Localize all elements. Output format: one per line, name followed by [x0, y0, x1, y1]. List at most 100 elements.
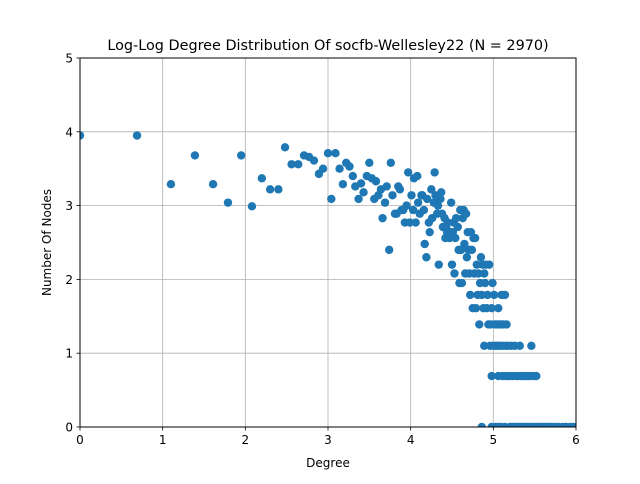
data-point	[488, 278, 497, 288]
data-point	[166, 180, 176, 189]
y-axis-label: Number Of Nodes	[40, 189, 54, 296]
data-point	[247, 202, 257, 211]
data-point	[480, 269, 489, 278]
y-tick-label: 3	[65, 199, 73, 213]
y-axis-ticks: 0 1 2 3 4 5	[65, 52, 80, 435]
data-point	[472, 260, 481, 269]
data-point	[190, 151, 200, 160]
data-point	[487, 371, 496, 381]
data-point	[407, 191, 416, 200]
x-tick-label: 2	[242, 433, 250, 447]
data-point	[475, 320, 484, 329]
data-point	[502, 320, 511, 329]
y-tick-label: 4	[65, 125, 73, 139]
data-point	[413, 198, 423, 207]
data-point	[338, 180, 348, 189]
data-point	[470, 233, 480, 243]
data-point	[382, 182, 391, 191]
x-tick-label: 1	[159, 433, 167, 447]
data-point	[460, 239, 469, 249]
data-point	[365, 158, 374, 167]
data-points	[80, 131, 576, 427]
data-point	[434, 260, 443, 269]
data-point	[500, 290, 510, 300]
data-point	[427, 185, 436, 194]
chart-title: Log-Log Degree Distribution Of socfb-Wel…	[107, 38, 548, 54]
x-tick-label: 5	[490, 433, 498, 447]
data-point	[356, 179, 366, 188]
data-point	[327, 194, 336, 204]
data-point	[532, 371, 541, 381]
y-tick-label: 0	[65, 421, 73, 435]
data-point	[265, 185, 275, 194]
x-axis-ticks: 0 1 2 3 4 5 6	[76, 427, 580, 447]
data-point	[477, 422, 486, 427]
y-tick-label: 2	[65, 273, 73, 287]
data-point	[380, 198, 390, 207]
data-point	[462, 253, 472, 262]
data-point	[443, 218, 453, 227]
data-point	[287, 160, 296, 169]
data-point	[80, 131, 85, 140]
data-point	[437, 188, 446, 197]
data-point	[450, 269, 459, 278]
data-point	[318, 164, 328, 173]
data-point	[483, 290, 492, 300]
data-point	[425, 227, 434, 237]
x-tick-label: 3	[324, 433, 332, 447]
data-point	[237, 151, 246, 160]
data-point	[433, 201, 443, 210]
data-point	[480, 278, 490, 288]
data-point	[402, 201, 411, 210]
x-tick-label: 4	[407, 433, 415, 447]
data-point	[485, 260, 494, 269]
data-point	[405, 218, 415, 227]
data-point	[348, 171, 357, 181]
data-point	[378, 213, 387, 223]
data-point	[487, 303, 496, 313]
data-point	[422, 253, 431, 262]
data-point	[395, 185, 405, 194]
data-point	[274, 185, 283, 194]
data-point	[323, 149, 333, 158]
x-tick-label: 6	[572, 433, 580, 447]
data-point	[477, 290, 486, 300]
data-point	[257, 174, 267, 183]
data-point	[474, 269, 483, 278]
data-point	[480, 341, 489, 351]
data-point	[335, 164, 344, 173]
data-point	[388, 191, 397, 200]
data-point	[527, 341, 536, 351]
data-point	[419, 205, 429, 215]
data-point	[430, 168, 439, 177]
data-point	[453, 222, 462, 232]
data-point	[446, 198, 456, 207]
data-point	[371, 177, 381, 186]
data-point	[515, 341, 524, 351]
data-point	[359, 188, 368, 197]
data-point	[403, 168, 413, 177]
data-point	[447, 260, 457, 269]
data-point	[384, 245, 394, 255]
data-point	[569, 422, 576, 427]
data-point	[423, 194, 432, 204]
data-point	[461, 209, 471, 218]
data-point	[467, 245, 477, 255]
data-point	[280, 143, 290, 152]
y-tick-label: 1	[65, 347, 73, 361]
data-point	[436, 194, 445, 204]
data-point	[494, 303, 503, 313]
data-point	[476, 253, 486, 262]
data-point	[471, 303, 481, 313]
y-tick-label: 5	[65, 52, 73, 66]
data-point	[354, 194, 363, 204]
data-point	[223, 198, 233, 207]
data-point	[465, 290, 475, 300]
data-point	[411, 218, 420, 227]
data-point	[408, 205, 418, 215]
x-tick-label: 0	[76, 433, 84, 447]
data-point	[451, 233, 460, 243]
data-point	[294, 160, 303, 169]
